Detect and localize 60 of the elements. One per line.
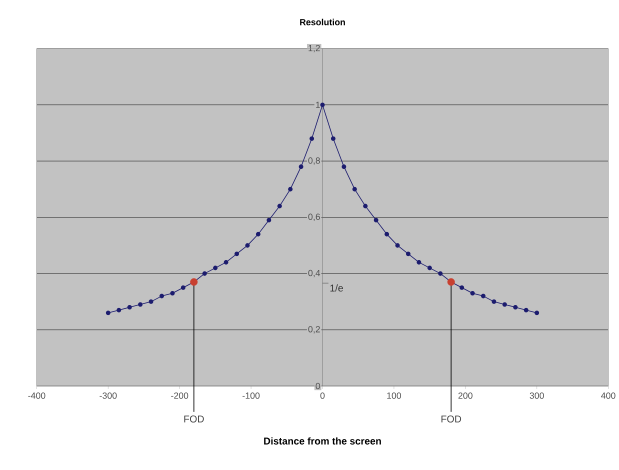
point	[159, 294, 164, 298]
point	[234, 251, 240, 256]
point	[116, 308, 122, 312]
x-tick-label: 300	[530, 392, 544, 399]
point	[363, 204, 368, 208]
x-tick-label: 0	[320, 392, 325, 399]
y-tick-label: 0,6	[308, 213, 320, 221]
point	[384, 232, 390, 236]
point	[138, 302, 143, 307]
point	[310, 136, 314, 141]
ref-line-label: FOD	[441, 415, 462, 422]
point	[524, 308, 528, 312]
x-tick-label: -100	[242, 392, 260, 399]
point	[245, 242, 250, 248]
x-tick-label: 200	[458, 392, 472, 399]
y-tick-label: 1,2	[308, 44, 320, 52]
y-tick-label: 0,4	[308, 270, 320, 278]
point	[480, 294, 486, 298]
x-axis-title: Distance from the screen	[264, 437, 381, 444]
point	[288, 186, 293, 192]
point	[224, 260, 228, 264]
point	[427, 265, 432, 270]
point	[127, 304, 132, 310]
point	[330, 136, 336, 141]
annotation: 1/e	[330, 284, 343, 292]
point	[470, 290, 475, 296]
point	[374, 218, 378, 222]
point	[148, 299, 154, 304]
ref-line-label: FOD	[184, 415, 204, 422]
point	[320, 102, 325, 107]
point	[106, 310, 110, 316]
point	[170, 290, 175, 296]
point	[256, 232, 260, 236]
x-tick-label: 100	[387, 392, 402, 399]
point	[298, 164, 304, 169]
point	[277, 204, 282, 208]
point	[395, 242, 400, 248]
y-tick-label: 0	[316, 382, 320, 389]
point	[534, 310, 540, 316]
point	[416, 260, 422, 264]
point	[202, 271, 207, 276]
point	[502, 302, 507, 307]
point	[180, 285, 186, 290]
point	[460, 285, 464, 290]
point	[342, 164, 346, 169]
point	[213, 265, 218, 270]
point	[492, 299, 496, 304]
x-tick-label: 400	[601, 392, 616, 399]
y-tick-label: 0,2	[308, 326, 320, 334]
y-tick-label: 0,8	[308, 157, 320, 165]
point	[406, 251, 411, 256]
chart-title: Resolution	[300, 18, 345, 26]
x-tick-label: -400	[28, 392, 46, 399]
y-tick-label: 1	[316, 102, 320, 108]
point	[438, 271, 443, 276]
x-tick-label: -200	[171, 392, 188, 399]
x-tick-label: -300	[100, 392, 117, 399]
point	[352, 186, 357, 192]
point	[266, 218, 272, 222]
point	[513, 304, 518, 310]
